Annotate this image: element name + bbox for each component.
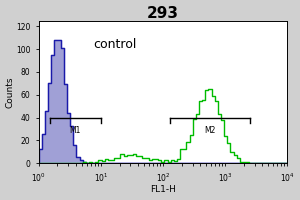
Text: M2: M2 [204, 126, 215, 135]
Text: control: control [93, 38, 137, 51]
Y-axis label: Counts: Counts [6, 76, 15, 108]
Title: 293: 293 [147, 6, 179, 21]
Text: M1: M1 [70, 126, 81, 135]
X-axis label: FL1-H: FL1-H [150, 185, 176, 194]
